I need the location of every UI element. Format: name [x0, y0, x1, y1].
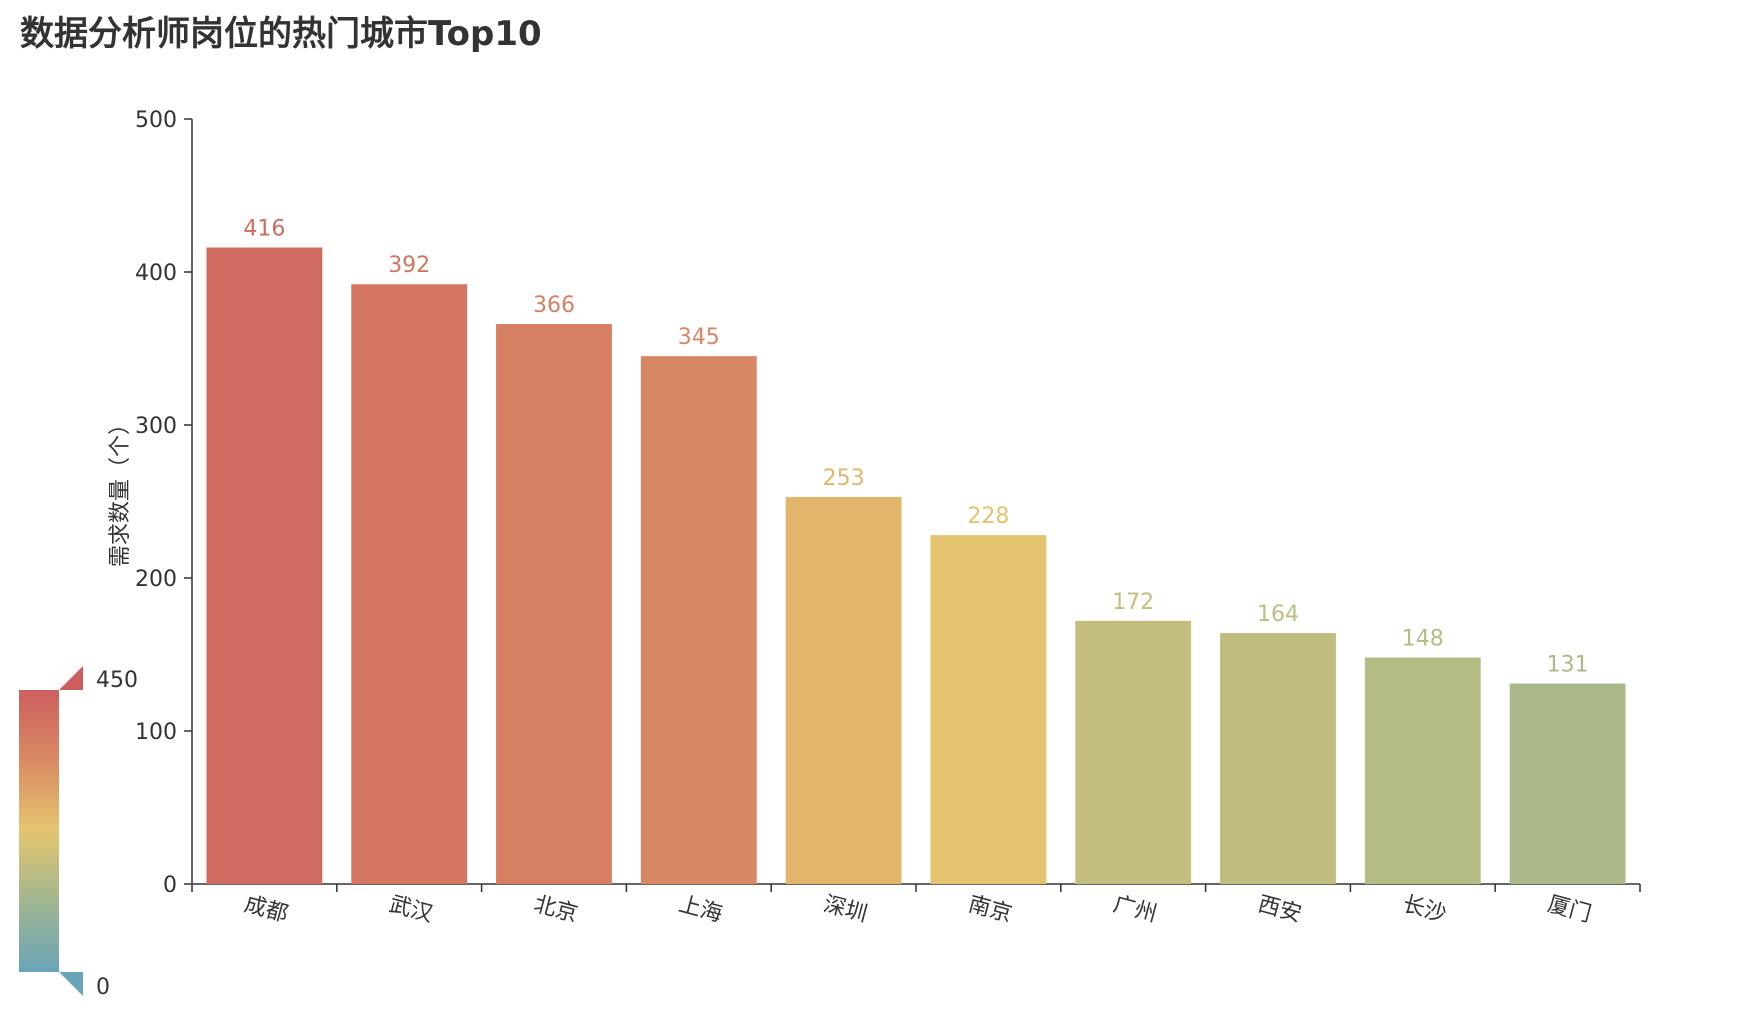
x-tick-label: 武汉: [386, 892, 435, 928]
x-tick-label: 成都: [242, 892, 291, 928]
y-axis-title: 需求数量（个）: [108, 413, 133, 567]
visual-map-min-handle-shape[interactable]: [59, 972, 83, 996]
visual-map-max-label: 450: [96, 668, 138, 693]
bar-value-label: 366: [533, 293, 575, 318]
x-tick-label: 长沙: [1400, 892, 1449, 928]
bar-value-label: 392: [388, 253, 430, 278]
y-tick-label: 100: [135, 720, 177, 745]
bar[interactable]: [1075, 620, 1192, 884]
x-tick-label: 西安: [1255, 892, 1304, 928]
x-tick-label: 广州: [1110, 892, 1159, 928]
y-tick-label: 300: [135, 414, 177, 439]
x-tick-label: 北京: [531, 892, 580, 928]
visual-map-bar[interactable]: [19, 690, 59, 972]
bars: [206, 247, 1626, 884]
bar-labels: 416 392 366 345 253 228 172 164 148 131: [243, 217, 1588, 678]
y-tick-label: 500: [135, 108, 177, 133]
x-tick-label: 南京: [966, 892, 1015, 928]
bar-value-label: 164: [1257, 602, 1299, 627]
y-tick-label: 200: [135, 567, 177, 592]
bar[interactable]: [206, 247, 323, 884]
bar[interactable]: [1509, 683, 1626, 884]
bar[interactable]: [930, 535, 1047, 884]
visual-map-min-label: 0: [96, 975, 110, 1000]
x-axis: 成都 武汉 北京 上海 深圳 南京 广州 西安 长沙 厦门: [191, 883, 1641, 928]
bar-value-label: 172: [1112, 590, 1154, 615]
visual-map-max-handle-shape[interactable]: [59, 666, 83, 690]
x-tick-label: 厦门: [1545, 892, 1594, 928]
x-tick-label: 上海: [676, 892, 725, 928]
visual-map[interactable]: 450 0: [19, 666, 138, 1000]
bar[interactable]: [351, 284, 468, 884]
bar-value-label: 416: [243, 217, 285, 242]
x-tick-label: 深圳: [821, 892, 870, 928]
bar-value-label: 345: [678, 325, 720, 350]
bar-value-label: 148: [1402, 627, 1444, 652]
bar[interactable]: [1220, 633, 1336, 884]
y-tick-label: 0: [163, 873, 177, 898]
bar-value-label: 253: [823, 466, 865, 491]
bar[interactable]: [496, 324, 612, 884]
bar[interactable]: [785, 496, 902, 884]
bar-value-label: 228: [967, 504, 1009, 529]
y-axis: 0 100 200 300 400 500: [135, 108, 193, 898]
bar[interactable]: [640, 356, 757, 884]
bar-value-label: 131: [1547, 653, 1589, 678]
bar[interactable]: [1364, 657, 1481, 884]
chart-title: 数据分析师岗位的热门城市Top10: [20, 14, 542, 54]
y-tick-label: 400: [135, 261, 177, 286]
